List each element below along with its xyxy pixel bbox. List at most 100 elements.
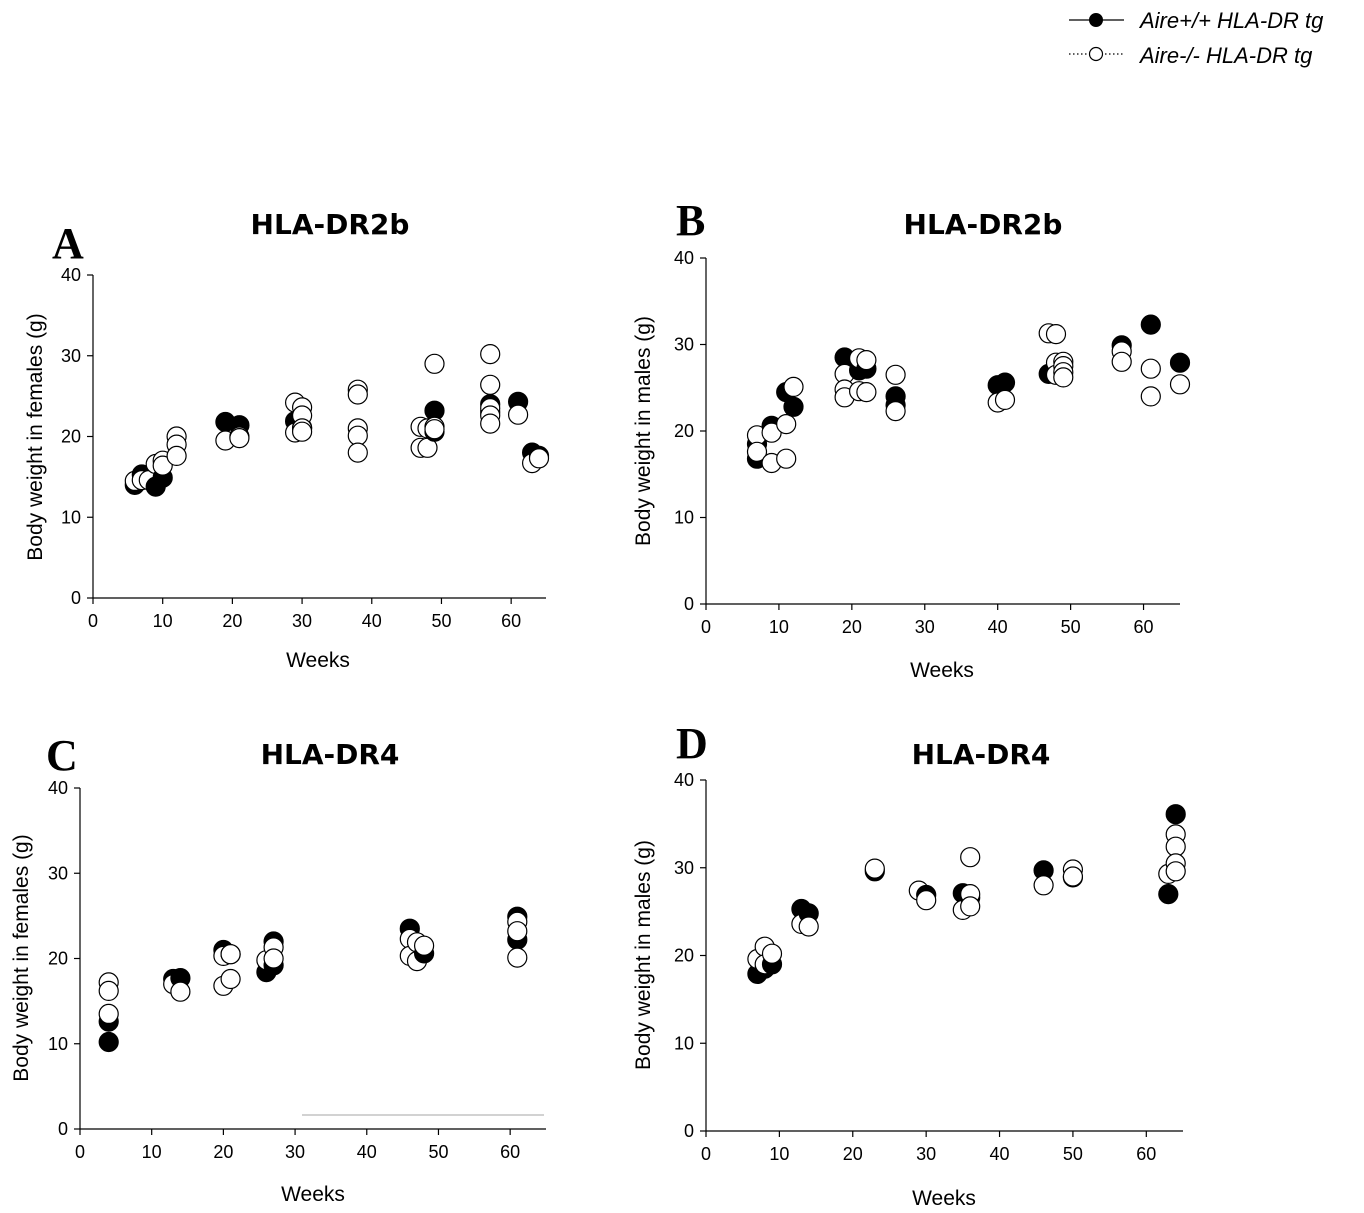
panel-b-ticks: 0 10 20 30 40 50 60 0 10 20 30 40 (674, 248, 1154, 637)
panel-b-x-tick-label: 10 (769, 617, 789, 637)
panel-d-title: HLA-DR4 (912, 738, 1051, 771)
panel-b-x-tick-label: 30 (915, 617, 935, 637)
panel-d-x-tick-label: 0 (701, 1144, 711, 1164)
panel-b-x-tick-label: 60 (1134, 617, 1154, 637)
point-aire-knockout (776, 448, 797, 469)
panel-a-y-tick-label: 20 (61, 427, 81, 447)
point-aire-knockout (263, 948, 284, 969)
panel-b-marks (746, 314, 1191, 474)
point-aire-knockout (1165, 861, 1186, 882)
panel-a-x-tick-label: 60 (501, 611, 521, 631)
point-aire-knockout (414, 935, 435, 956)
panel-c-y-tick-label: 10 (48, 1034, 68, 1054)
point-aire-wildtype (98, 1031, 119, 1053)
panel-b-x-tick-label: 50 (1061, 617, 1081, 637)
point-aire-knockout (960, 896, 981, 917)
panel-a-x-tick-label: 50 (431, 611, 451, 631)
point-aire-knockout (761, 943, 783, 964)
panel-b-xlabel: Weeks (910, 659, 974, 682)
point-aire-knockout (776, 414, 797, 435)
point-aire-knockout (798, 916, 819, 937)
legend-item-wildtype: Aire+/+ HLA-DR tg (1069, 8, 1324, 33)
panel-d-x-tick-label: 10 (769, 1144, 789, 1164)
panel-c-ticks: 0 10 20 30 40 50 60 0 10 20 30 40 (48, 778, 520, 1162)
panel-d-y-tick-label: 20 (674, 946, 694, 966)
point-aire-knockout (347, 384, 368, 405)
panel-c-y-tick-label: 40 (48, 778, 68, 798)
point-aire-knockout (152, 455, 173, 476)
panel-b-x-tick-label: 0 (701, 617, 711, 637)
panel-d-x-tick-label: 30 (916, 1144, 936, 1164)
panel-d-y-tick-label: 30 (674, 858, 694, 878)
point-aire-knockout (1140, 386, 1161, 407)
panel-d-ticks: 0 10 20 30 40 50 60 0 10 20 30 40 (674, 770, 1156, 1164)
point-aire-knockout (480, 374, 501, 395)
legend-item-knockout: Aire-/- HLA-DR tg (1069, 43, 1313, 68)
point-aire-knockout (220, 944, 241, 965)
panel-d-y-tick-label: 40 (674, 770, 694, 790)
panel-c-x-tick-label: 20 (213, 1142, 233, 1162)
point-aire-knockout (1111, 351, 1132, 372)
point-aire-knockout (424, 353, 445, 374)
point-aire-knockout (166, 445, 187, 466)
legend-label-knockout: Aire-/- HLA-DR tg (1138, 43, 1313, 68)
panel-c-y-tick-label: 20 (48, 949, 68, 969)
panel-d-x-tick-label: 20 (843, 1144, 863, 1164)
panel-c-x-tick-label: 60 (500, 1142, 520, 1162)
panel-b-y-tick-label: 30 (674, 335, 694, 355)
point-aire-knockout (746, 441, 768, 462)
panel-a-y-tick-label: 30 (61, 346, 81, 366)
point-aire-knockout (994, 389, 1016, 410)
panel-c-x-tick-label: 0 (75, 1142, 85, 1162)
panel-d: D HLA-DR4 Body weight in males (g) Weeks… (632, 719, 1186, 1210)
panel-c-y-tick-label: 0 (58, 1119, 68, 1139)
panel-letter-a: A (52, 219, 84, 268)
panel-c-x-tick-label: 30 (285, 1142, 305, 1162)
panel-a-y-tick-label: 40 (61, 265, 81, 285)
point-aire-knockout (960, 847, 981, 868)
panel-c-title: HLA-DR4 (261, 738, 400, 771)
point-aire-knockout (347, 425, 368, 446)
panel-d-ylabel: Body weight in males (g) (632, 840, 655, 1070)
point-aire-knockout (1053, 367, 1074, 388)
panel-a-x-tick-label: 0 (88, 611, 98, 631)
panel-c-x-tick-label: 50 (428, 1142, 448, 1162)
panel-b-x-tick-label: 20 (842, 617, 862, 637)
panel-d-marks (747, 804, 1186, 985)
panel-c-marks (98, 906, 528, 1053)
panel-b-title: HLA-DR2b (904, 208, 1063, 241)
panel-b-ylabel: Body weight in males (g) (632, 316, 655, 546)
point-aire-knockout (528, 448, 550, 469)
point-aire-wildtype (1169, 352, 1191, 373)
panel-letter-b: B (676, 196, 705, 245)
panel-b-y-tick-label: 10 (674, 508, 694, 528)
panel-d-y-tick-label: 10 (674, 1033, 694, 1053)
point-aire-knockout (864, 858, 885, 879)
point-aire-knockout (1140, 358, 1161, 379)
point-aire-knockout (480, 413, 501, 434)
point-aire-knockout (98, 1003, 119, 1025)
point-aire-knockout (507, 947, 528, 968)
panel-letter-c: C (46, 731, 78, 780)
panel-d-x-tick-label: 60 (1136, 1144, 1156, 1164)
panel-b-y-tick-label: 0 (684, 594, 694, 614)
point-aire-knockout (220, 968, 241, 990)
legend-filled-circle-marker (1089, 13, 1103, 27)
point-aire-knockout (916, 890, 937, 911)
panel-d-y-tick-label: 0 (684, 1121, 694, 1141)
panel-b-y-tick-label: 20 (674, 421, 694, 441)
panel-b: B HLA-DR2b Body weight in males (g) Week… (632, 196, 1191, 682)
panel-a: A HLA-DR2b Body weight in females (g) We… (24, 208, 550, 672)
point-aire-knockout (1169, 374, 1191, 395)
legend-open-circle-marker (1088, 46, 1104, 62)
point-aire-knockout (229, 428, 250, 449)
point-aire-knockout (424, 419, 445, 440)
point-aire-knockout (292, 421, 313, 442)
point-aire-wildtype (1140, 314, 1161, 335)
panel-a-x-tick-label: 20 (222, 611, 242, 631)
panel-a-y-tick-label: 10 (61, 507, 81, 527)
point-aire-knockout (170, 981, 191, 1002)
panel-a-marks (124, 344, 550, 497)
panel-b-x-tick-label: 40 (988, 617, 1008, 637)
